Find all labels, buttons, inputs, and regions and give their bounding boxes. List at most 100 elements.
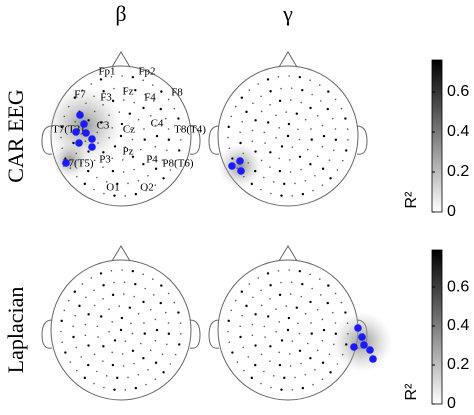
- electrode: [278, 293, 282, 297]
- row-label: CAR EEG: [3, 89, 28, 183]
- head-ear: [189, 125, 201, 155]
- electrode: [80, 162, 83, 164]
- electrode: [248, 89, 251, 91]
- electrode: [316, 114, 319, 117]
- electrode: [119, 134, 123, 138]
- colorbar: [431, 59, 443, 213]
- electrode: [72, 325, 74, 328]
- electrode: [289, 293, 292, 295]
- electrode: [250, 376, 254, 380]
- electrode: [298, 332, 301, 335]
- electrode: [346, 322, 349, 324]
- electrode: [291, 389, 294, 391]
- electrode: [260, 289, 262, 292]
- electrode: [87, 344, 90, 347]
- electrode: [314, 174, 316, 177]
- electrode: [290, 87, 293, 89]
- electrode: [102, 345, 105, 348]
- electrode: [242, 152, 245, 155]
- electrode: [304, 118, 307, 121]
- electrode: [321, 184, 324, 187]
- electrode: [288, 75, 290, 77]
- electrode: [111, 157, 113, 160]
- electrode: [239, 335, 242, 339]
- electrode: [300, 101, 303, 104]
- electrode: [254, 344, 257, 347]
- electrode: [137, 118, 140, 121]
- electrode: [318, 278, 321, 280]
- electrode: [331, 311, 334, 314]
- electrode: [278, 363, 282, 367]
- electrode: [307, 148, 309, 151]
- electrode: [275, 114, 277, 116]
- electrode: [93, 110, 96, 113]
- electrode: [177, 311, 180, 314]
- electrode: [76, 175, 78, 178]
- electrode: [103, 192, 105, 195]
- electrode: [111, 127, 114, 129]
- electrode: [345, 343, 348, 346]
- electrode: [122, 365, 125, 367]
- electrode: [254, 313, 257, 316]
- electrode: [121, 159, 124, 161]
- electrode: [167, 98, 170, 101]
- electrode: [122, 99, 125, 101]
- electrode: [133, 295, 136, 298]
- electrode: [85, 102, 87, 105]
- electrode: [60, 330, 62, 333]
- electrode: [291, 195, 294, 197]
- electrode: [334, 332, 338, 335]
- electrode: [252, 296, 254, 299]
- electrode: [179, 128, 182, 130]
- electrode: [295, 306, 299, 309]
- electrode: [334, 128, 337, 130]
- electrode: [152, 100, 155, 102]
- electrode: [230, 115, 233, 118]
- electrode: [347, 333, 349, 335]
- electrode: [280, 388, 283, 391]
- electrode: [113, 87, 115, 90]
- electrode: [294, 376, 296, 379]
- electrode-label: Fp1: [98, 66, 115, 78]
- electrode: [310, 138, 313, 141]
- electrode: [130, 322, 132, 325]
- electrode: [110, 269, 113, 272]
- electrode: [269, 297, 271, 300]
- colorbar-label: R²: [403, 191, 420, 209]
- row-label: Laplacian: [3, 287, 28, 374]
- head-nose: [278, 51, 298, 68]
- highlight-electrode: [62, 159, 70, 167]
- electrode: [341, 353, 344, 356]
- electrode: [167, 138, 171, 141]
- electrode: [275, 136, 277, 139]
- electrode: [61, 147, 64, 150]
- electrode: [227, 136, 229, 139]
- electrode: [74, 120, 76, 123]
- electrode: [167, 128, 170, 130]
- electrode: [228, 147, 231, 150]
- electrode-label: Fz: [123, 86, 134, 98]
- electrode: [278, 127, 281, 129]
- electrode-label: P4: [146, 154, 158, 166]
- electrode: [143, 322, 145, 324]
- electrode: [309, 79, 311, 82]
- electrode: [329, 371, 332, 374]
- electrode: [142, 106, 145, 110]
- electrode: [346, 128, 349, 130]
- electrode: [131, 349, 135, 353]
- head-ear: [208, 319, 220, 349]
- electrode: [275, 330, 277, 333]
- electrode: [321, 318, 324, 321]
- electrode: [263, 131, 266, 134]
- electrode: [300, 295, 303, 298]
- electrode: [321, 339, 324, 342]
- electrode: [316, 155, 319, 158]
- electrode: [134, 386, 138, 390]
- electrode: [133, 362, 135, 365]
- colorbar-tick-label: 0.4: [447, 317, 469, 334]
- electrode-label: T8(T4): [174, 124, 206, 136]
- electrode: [334, 138, 338, 141]
- activation-glow: [52, 142, 88, 178]
- electrode: [90, 277, 93, 279]
- electrode: [74, 314, 76, 317]
